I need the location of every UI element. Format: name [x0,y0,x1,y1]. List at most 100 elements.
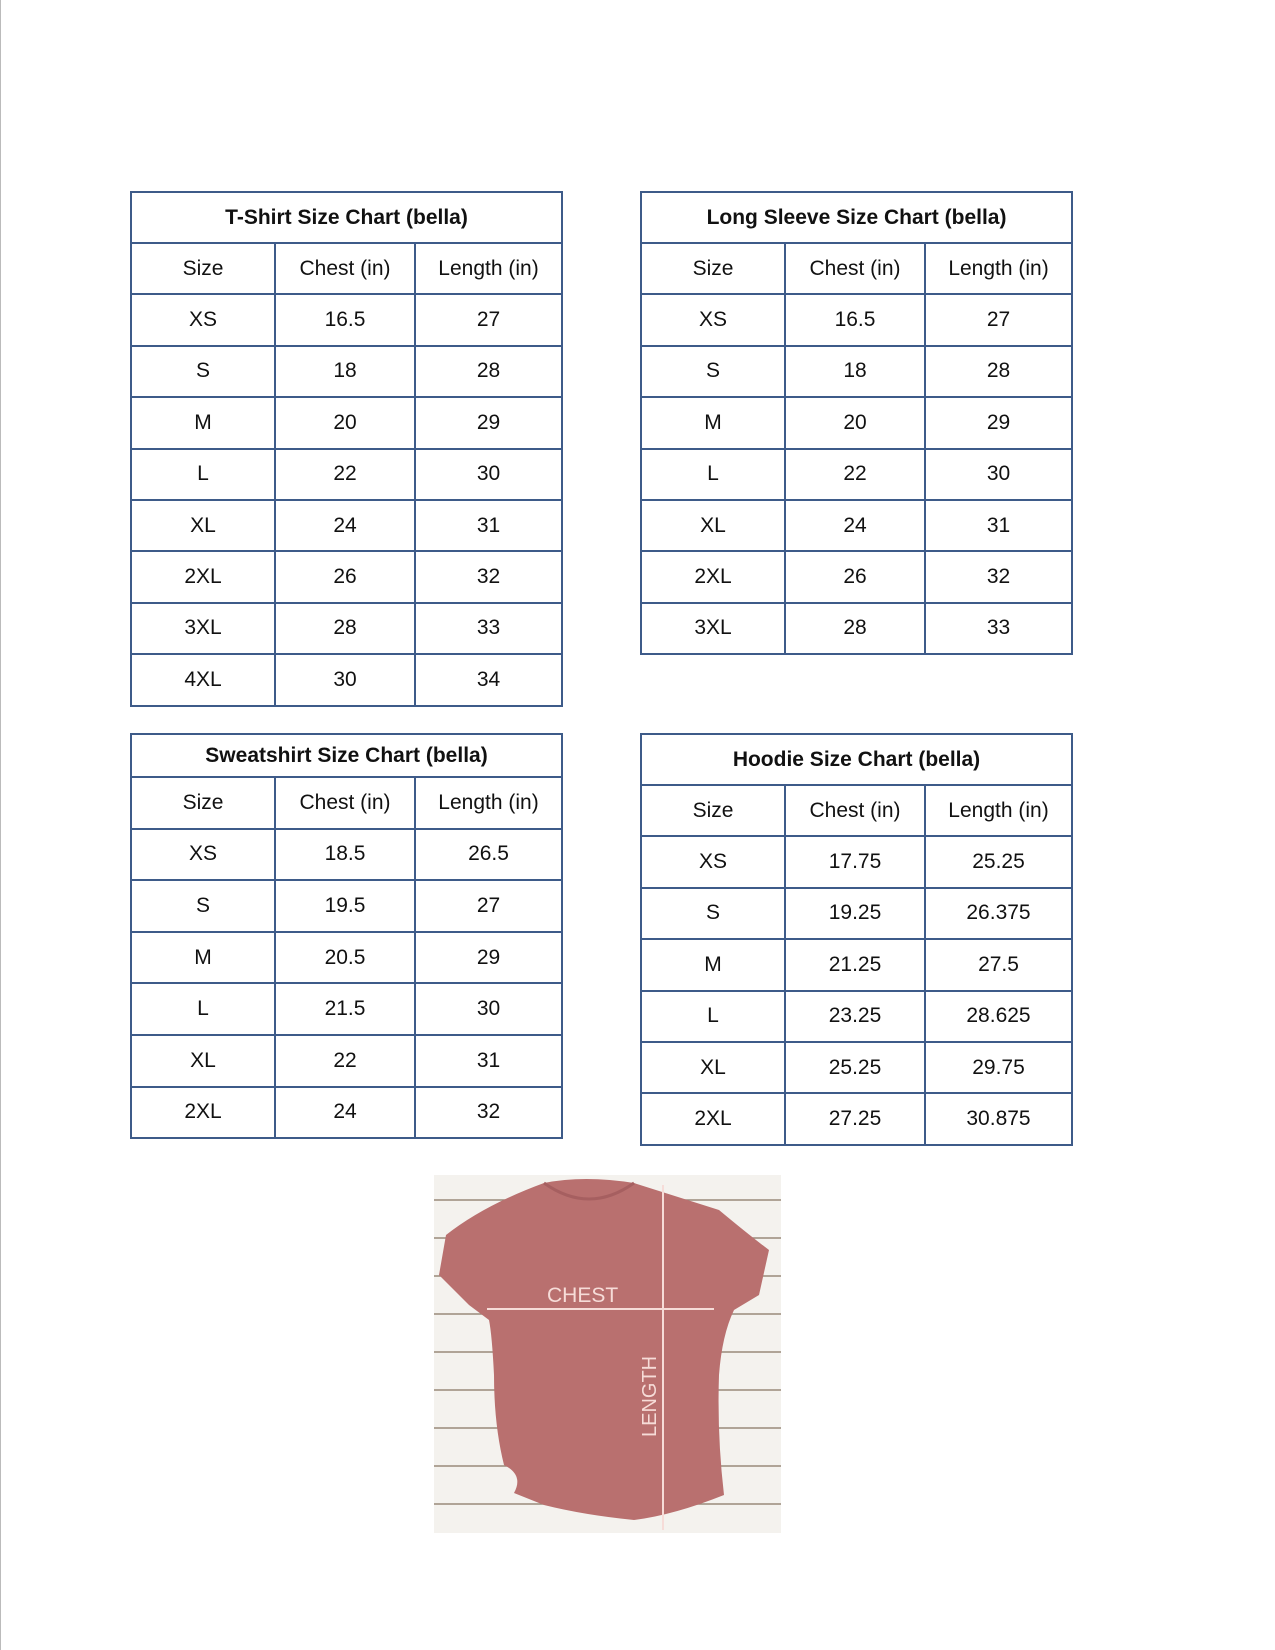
column-header: Size [130,776,276,830]
table-row: XL 24 31 [640,498,1074,553]
table-row: M 20 29 [130,396,564,450]
tshirt-shape [439,1179,769,1520]
chest-cell: 22 [784,447,926,501]
size-cell: XS [130,293,276,347]
chest-cell: 21.5 [274,982,416,1036]
chest-cell: 25.25 [784,1040,926,1095]
chest-cell: 22 [274,1033,416,1088]
size-cell: M [130,930,276,985]
chest-cell: 21.25 [784,938,926,992]
column-header: Chest (in) [274,241,416,296]
page-edge [0,0,1,1650]
chest-cell: 16.5 [274,293,416,347]
chest-cell: 23.25 [784,989,926,1043]
table-row: XS 16.5 27 [130,293,564,347]
size-cell: S [130,879,276,933]
chest-cell: 18 [784,344,926,399]
sweatshirt-size-chart: Sweatshirt Size Chart (bella) Size Chest (… [129,733,564,1140]
length-cell: 33 [923,601,1074,656]
length-cell: 29 [413,930,564,985]
length-cell: 28 [923,344,1074,399]
chest-cell: 28 [274,601,416,656]
table-row: L 22 30 [640,447,1074,501]
table-row: XL 25.25 29.75 [640,1040,1073,1095]
length-cell: 32 [413,550,564,604]
length-label: LENGTH [639,1356,661,1437]
chest-cell: 27.25 [784,1092,926,1146]
table-row: 3XL 28 33 [130,601,564,656]
chest-cell: 30 [274,653,416,707]
column-header: Length (in) [924,783,1073,838]
length-cell: 30 [413,447,564,501]
header-row: Size Chest (in) Length (in) [130,241,564,296]
size-cell: S [640,886,786,941]
size-cell: S [640,344,786,399]
table-row: L 22 30 [130,447,564,501]
chest-cell: 19.25 [784,886,926,941]
size-cell: XL [640,498,786,553]
length-cell: 26.375 [924,886,1073,941]
chest-cell: 28 [784,601,926,656]
chest-cell: 20 [784,396,926,450]
length-cell: 32 [413,1085,564,1140]
chest-cell: 26 [784,550,926,604]
size-cell: L [130,982,276,1036]
size-cell: XL [640,1040,786,1095]
chart-title: Hoodie Size Chart (bella) [640,733,1073,786]
table-row: XS 18.5 26.5 [130,827,564,882]
chest-cell: 17.75 [784,835,926,889]
size-cell: 2XL [640,550,786,604]
length-cell: 28 [413,344,564,399]
tshirt-measurement-photo: CHEST LENGTH [434,1175,781,1533]
column-header: Length (in) [923,241,1074,296]
chest-cell: 24 [274,498,416,553]
size-cell: 4XL [130,653,276,707]
table-row: L 23.25 28.625 [640,989,1073,1043]
chest-cell: 24 [274,1085,416,1140]
size-cell: XS [640,835,786,889]
size-cell: XS [130,827,276,882]
size-cell: 2XL [640,1092,786,1146]
column-header: Length (in) [413,776,564,830]
length-cell: 31 [923,498,1074,553]
chest-cell: 20 [274,396,416,450]
length-cell: 29.75 [924,1040,1073,1095]
size-cell: M [130,396,276,450]
length-cell: 31 [413,1033,564,1088]
chest-cell: 26 [274,550,416,604]
chest-cell: 18 [274,344,416,399]
table-row: XL 22 31 [130,1033,564,1088]
table-row: 2XL 26 32 [640,550,1074,604]
length-cell: 28.625 [924,989,1073,1043]
size-cell: 2XL [130,1085,276,1140]
chest-cell: 20.5 [274,930,416,985]
length-cell: 27 [413,293,564,347]
length-cell: 26.5 [413,827,564,882]
chart-title: Sweatshirt Size Chart (bella) [129,733,564,778]
length-cell: 34 [413,653,564,707]
length-cell: 27 [413,879,564,933]
size-cell: 3XL [130,601,276,656]
table-row: M 20.5 29 [130,930,564,985]
table-row: 2XL 24 32 [130,1085,564,1140]
size-cell: M [640,396,786,450]
table-row: M 21.25 27.5 [640,938,1073,992]
table-row: XL 24 31 [130,498,564,553]
table-row: S 19.25 26.375 [640,886,1073,941]
length-cell: 25.25 [924,835,1073,889]
table-row: 2XL 26 32 [130,550,564,604]
size-cell: L [640,447,786,501]
table-row: XS 17.75 25.25 [640,835,1073,889]
length-cell: 30 [923,447,1074,501]
table-row: 4XL 30 34 [130,653,564,707]
length-cell: 32 [923,550,1074,604]
column-header: Length (in) [413,241,564,296]
table-row: 2XL 27.25 30.875 [640,1092,1073,1146]
table-row: S 18 28 [640,344,1074,399]
length-cell: 29 [923,396,1074,450]
column-header: Size [640,783,786,838]
length-cell: 29 [413,396,564,450]
chest-label: CHEST [547,1284,618,1307]
column-header: Size [130,241,276,296]
column-header: Chest (in) [784,241,926,296]
